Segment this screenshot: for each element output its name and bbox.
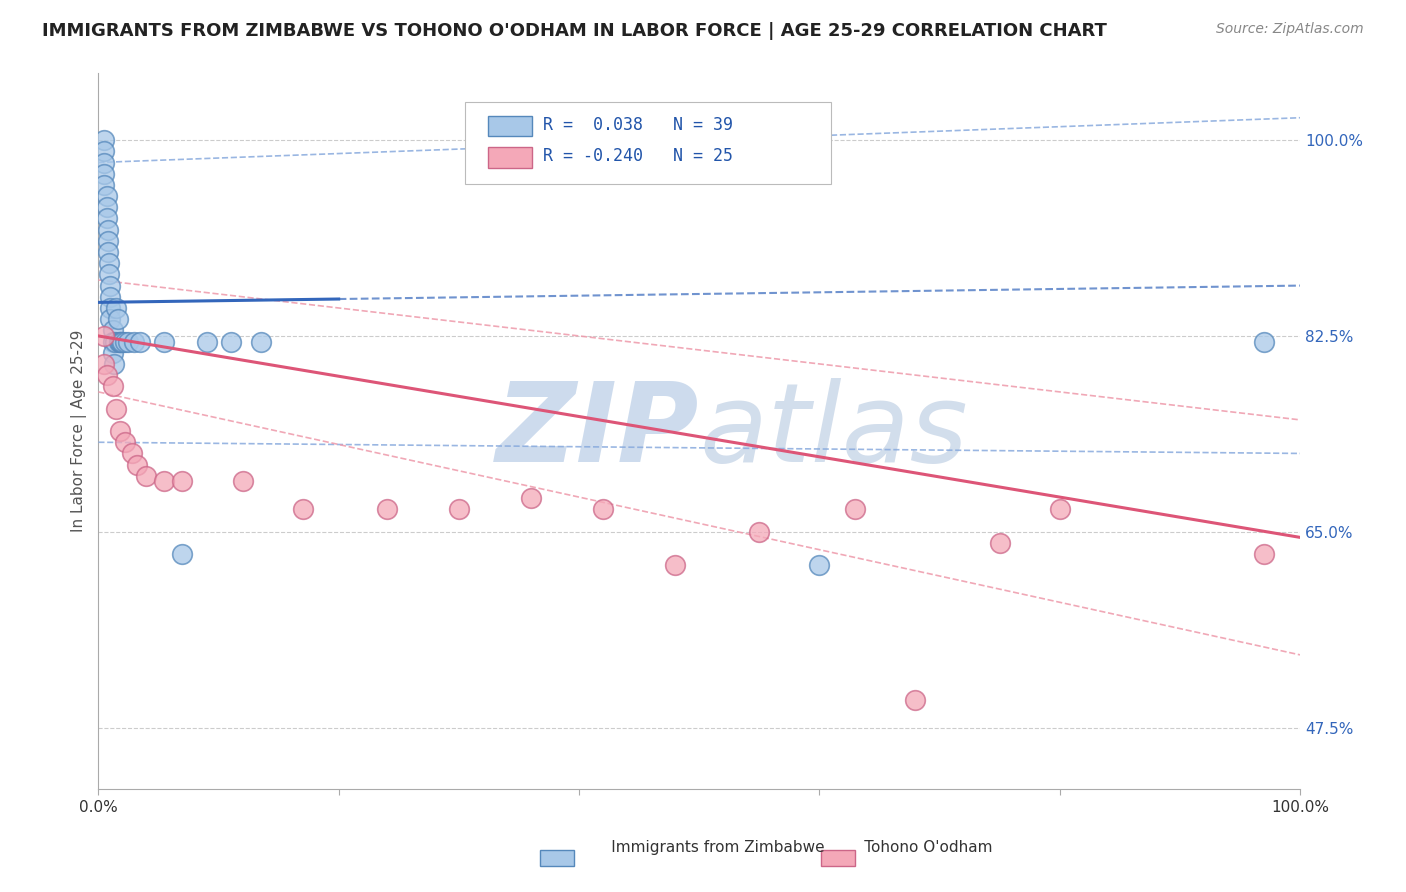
Point [101, 323, 124, 337]
Point [104, 334, 127, 349]
Text: Immigrants from Zimbabwe: Immigrants from Zimbabwe [582, 839, 824, 855]
Point [748, 524, 770, 539]
Point [172, 475, 194, 489]
Text: ZIP: ZIP [496, 377, 699, 484]
Point [98, 278, 121, 293]
Text: Source: ZipAtlas.com: Source: ZipAtlas.com [1216, 22, 1364, 37]
Y-axis label: In Labor Force | Age 25-29: In Labor Force | Age 25-29 [72, 330, 87, 533]
Point [135, 468, 157, 483]
Point [129, 334, 152, 349]
Point [1253, 334, 1275, 349]
Point [111, 334, 134, 349]
Point [98, 301, 121, 315]
Point [114, 334, 136, 349]
Text: IMMIGRANTS FROM ZIMBABWE VS TOHONO O'ODHAM IN LABOR FORCE | AGE 25-29 CORRELATIO: IMMIGRANTS FROM ZIMBABWE VS TOHONO O'ODH… [42, 22, 1107, 40]
Point [1049, 502, 1071, 516]
Point [108, 334, 131, 349]
Point [93, 167, 115, 181]
Point [98, 256, 121, 270]
Point [93, 155, 115, 169]
Point [904, 692, 927, 706]
Point [219, 334, 242, 349]
Text: Tohono O'odham: Tohono O'odham [835, 839, 993, 855]
Point [93, 329, 115, 343]
Point [101, 379, 124, 393]
Point [114, 435, 136, 450]
Point [108, 424, 131, 438]
Point [1253, 547, 1275, 561]
Point [232, 475, 254, 489]
FancyBboxPatch shape [488, 116, 531, 136]
Point [107, 312, 129, 326]
Point [98, 290, 121, 304]
Point [195, 334, 218, 349]
Point [172, 547, 194, 561]
Point [988, 536, 1011, 550]
Point [96, 368, 118, 383]
Point [249, 334, 271, 349]
Point [520, 491, 543, 506]
Point [93, 133, 115, 147]
Point [107, 334, 129, 349]
Text: atlas: atlas [699, 377, 967, 484]
Point [808, 558, 831, 573]
Text: R = -0.240   N = 25: R = -0.240 N = 25 [543, 147, 733, 165]
FancyBboxPatch shape [488, 147, 531, 168]
Point [125, 458, 148, 472]
Point [153, 475, 176, 489]
Point [110, 334, 132, 349]
Point [291, 502, 314, 516]
FancyBboxPatch shape [465, 102, 831, 184]
Point [96, 211, 118, 226]
Point [98, 312, 121, 326]
Point [844, 502, 866, 516]
Point [101, 345, 124, 359]
Point [97, 234, 120, 248]
Point [664, 558, 686, 573]
Point [98, 268, 121, 282]
Point [117, 334, 139, 349]
Point [97, 245, 120, 260]
Text: R =  0.038   N = 39: R = 0.038 N = 39 [543, 116, 733, 134]
Point [124, 334, 146, 349]
Point [153, 334, 176, 349]
Point [93, 357, 115, 371]
Point [93, 178, 115, 192]
Point [96, 189, 118, 203]
Point [121, 446, 143, 460]
Point [105, 301, 128, 315]
Point [375, 502, 398, 516]
Point [97, 222, 120, 236]
Point [101, 334, 124, 349]
Point [103, 357, 125, 371]
Point [105, 401, 128, 416]
Point [592, 502, 614, 516]
Point [447, 502, 470, 516]
Point [93, 145, 115, 159]
Point [96, 200, 118, 214]
